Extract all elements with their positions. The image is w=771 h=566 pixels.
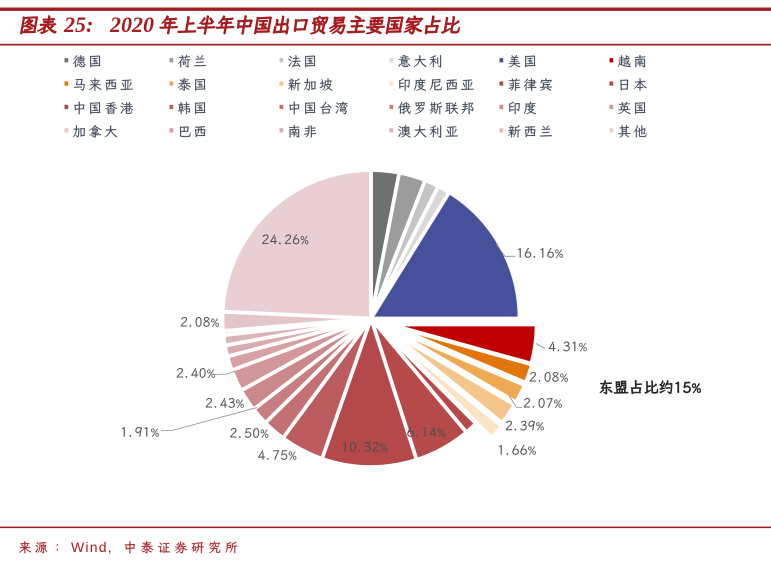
svg-text:25:: 25: (63, 12, 93, 37)
svg-text:2020: 2020 (109, 12, 154, 37)
svg-text:Wind,: Wind, (71, 539, 113, 555)
